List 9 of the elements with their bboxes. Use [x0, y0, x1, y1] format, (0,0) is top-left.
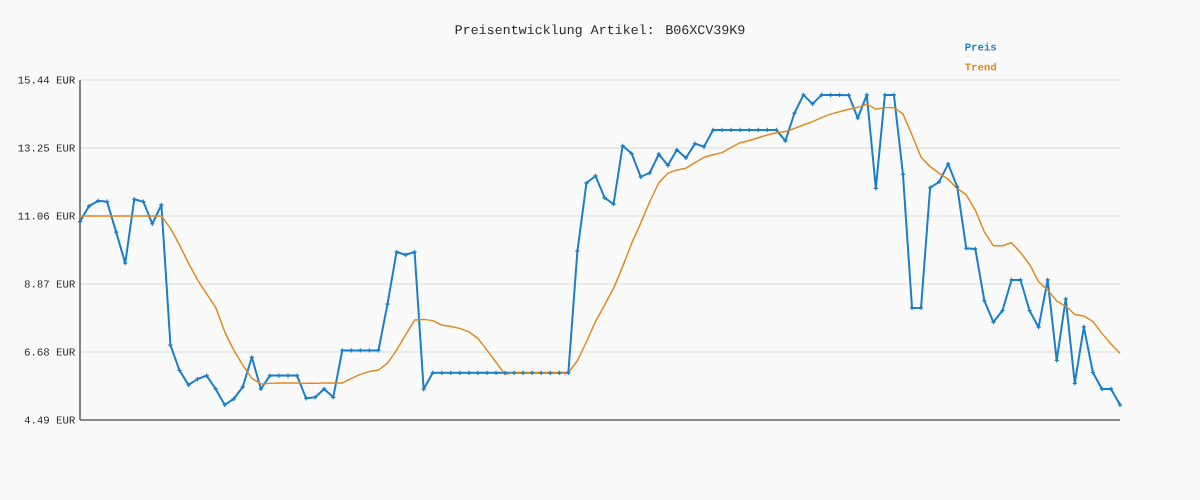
y-tick-label: 8.87 EUR — [24, 280, 76, 288]
y-tick-label: 15.44 EUR — [18, 76, 76, 84]
text: Preis — [965, 42, 997, 51]
chart-title: Preisentwicklung Artikel: B06XCV39K9 — [455, 24, 745, 37]
y-tick-label: 11.06 EUR — [18, 212, 76, 220]
text: Trend — [965, 62, 996, 71]
y-tick-label: 13.25 EUR — [18, 144, 76, 152]
y-tick-label: 6.68 EUR — [24, 348, 76, 356]
y-tick-label: 4.49 EUR — [24, 416, 76, 424]
